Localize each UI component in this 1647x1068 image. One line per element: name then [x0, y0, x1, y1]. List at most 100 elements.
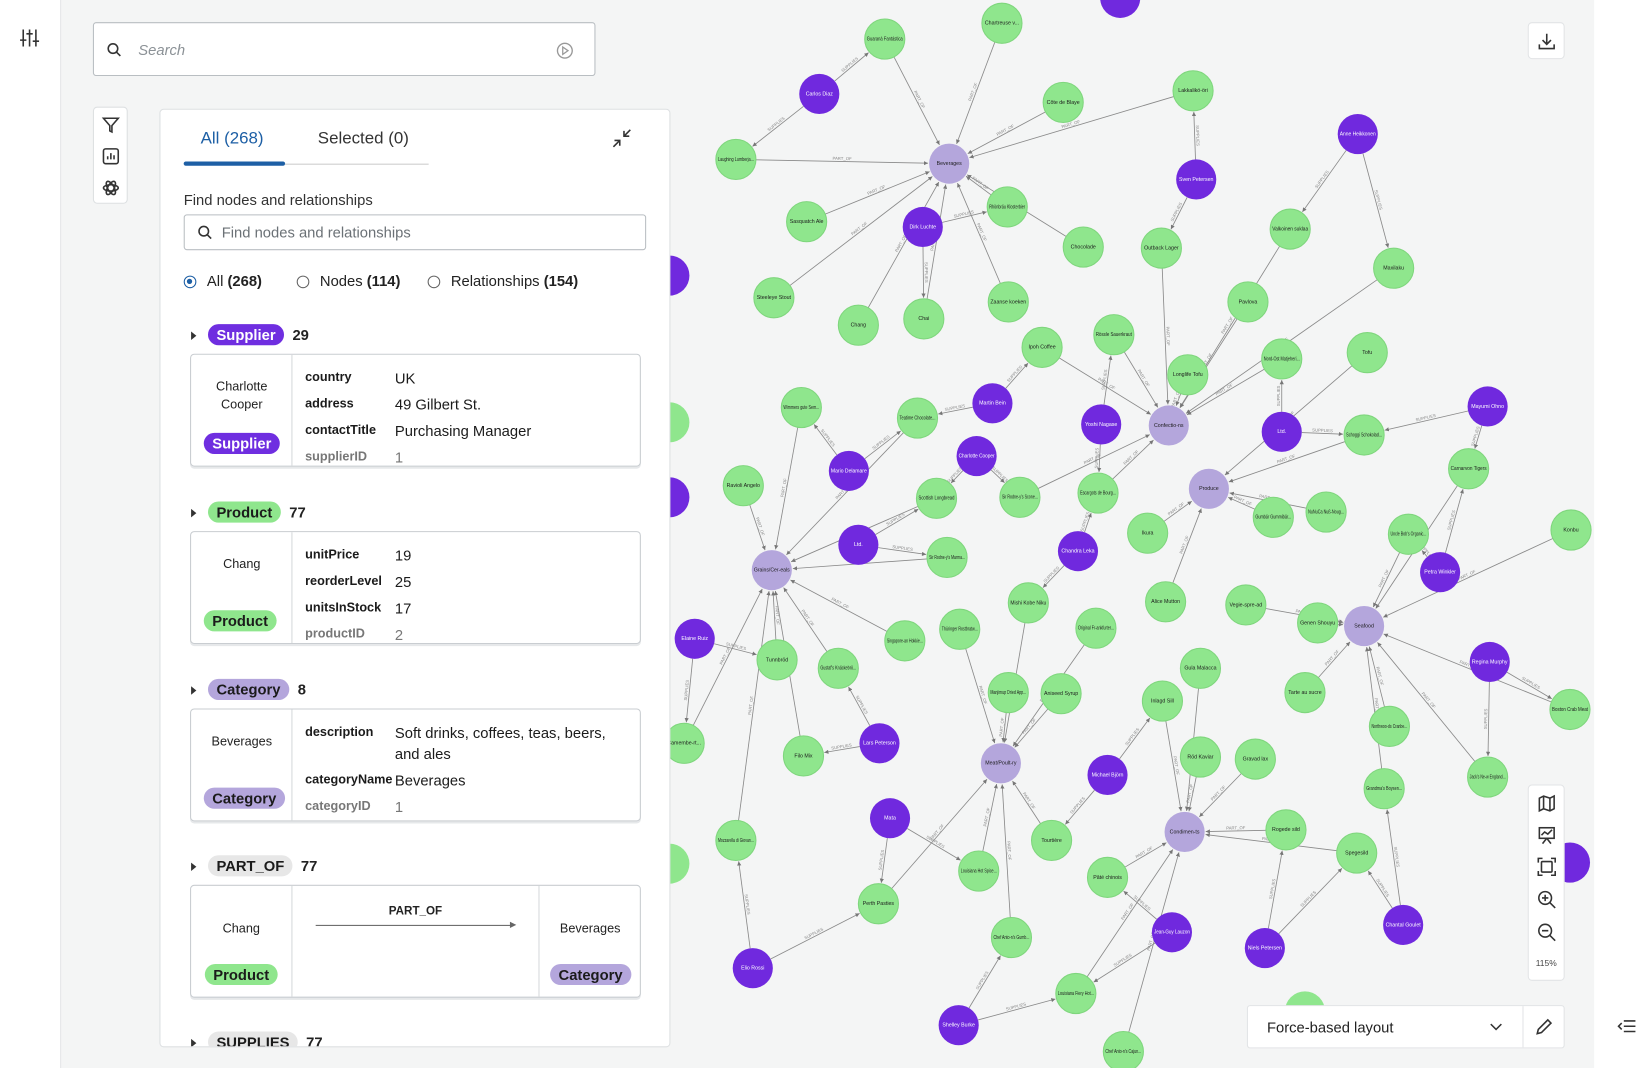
- graph-node: [1305, 491, 1347, 533]
- node-label: Nord-Ost Matjeheri...: [1264, 356, 1300, 362]
- node-label: Condimen-ts: [1170, 829, 1200, 835]
- expand-toggle[interactable]: [190, 685, 198, 696]
- graph-node: [1151, 912, 1192, 953]
- graph-node: [1172, 70, 1214, 112]
- node-label: Gula Malacca: [1184, 666, 1216, 672]
- download-button[interactable]: [1527, 22, 1565, 60]
- result-card[interactable]: Chang Product PART_OF Beverages Category: [190, 884, 641, 998]
- node-label: Laughing Lumberja...: [718, 157, 754, 163]
- relationship: [737, 861, 751, 949]
- graph-node: [1265, 809, 1307, 851]
- relationship: [1301, 431, 1344, 437]
- tab-all[interactable]: All (268): [200, 129, 264, 148]
- graph-node: [857, 883, 900, 925]
- graph-node: [756, 639, 798, 681]
- relationship-label: PART_OF: [774, 606, 780, 626]
- graph-node: [859, 723, 900, 764]
- graph-node: [980, 743, 1021, 784]
- relationship: [1506, 671, 1553, 700]
- expand-icon[interactable]: [1617, 1018, 1636, 1035]
- fit-icon[interactable]: [1537, 857, 1556, 877]
- zoom-out-icon[interactable]: [1537, 923, 1556, 942]
- map-icon[interactable]: [1537, 794, 1556, 813]
- zoom-toolbar: 115%: [1527, 784, 1565, 981]
- filter-icon[interactable]: [101, 115, 120, 134]
- relationship-label: SUPPLIES: [1373, 189, 1383, 210]
- relationship-label: SUPPLIES: [1195, 125, 1201, 146]
- divider: [1522, 1006, 1524, 1048]
- relationship: [790, 579, 888, 632]
- node-label: Anne Heikkonen: [1340, 131, 1376, 137]
- search-bar[interactable]: Search: [92, 22, 596, 77]
- graph-node: [1040, 673, 1082, 715]
- node-label: Maxilaku: [1383, 266, 1404, 272]
- prop-key: country: [305, 369, 352, 385]
- card-divider: [291, 885, 293, 997]
- relationship: [774, 427, 799, 550]
- node-label: Escargots de Bourg...: [1080, 490, 1116, 496]
- collapse-icon[interactable]: [611, 128, 632, 149]
- expand-toggle[interactable]: [190, 508, 198, 519]
- expand-toggle[interactable]: [190, 330, 198, 341]
- node-label: Ikura: [1142, 531, 1154, 537]
- relationship-label: SUPPLIES: [1470, 425, 1481, 446]
- radio-option[interactable]: All (268): [183, 272, 262, 291]
- relationship-label: PART_OF: [1061, 119, 1081, 129]
- section-count: 77: [300, 857, 318, 875]
- edit-icon[interactable]: [1534, 1018, 1553, 1037]
- relationship: [1302, 150, 1347, 213]
- relationship: [1421, 550, 1428, 558]
- relationship: [1086, 849, 1174, 978]
- node-label: Grains/Cer-eals: [754, 568, 790, 574]
- graph-node: [956, 436, 997, 477]
- card-divider: [538, 885, 540, 997]
- graph-node: [1244, 928, 1285, 969]
- relationship-label: PART_OF: [866, 184, 886, 196]
- radio-button: [427, 275, 441, 289]
- expand-toggle[interactable]: [190, 862, 198, 873]
- node-label: Niels Petersen: [1248, 945, 1282, 951]
- graph-node: [1057, 531, 1099, 572]
- result-card[interactable]: Chang Product unitPrice 19 reorderLevel 25 uni…: [190, 531, 641, 645]
- radio-option[interactable]: Nodes (114): [296, 272, 400, 291]
- expand-toggle[interactable]: [190, 1038, 198, 1048]
- node-label: Charlotte Cooper: [959, 453, 995, 459]
- prop-value: Purchasing Manager: [394, 422, 532, 440]
- relationship: [1093, 942, 1156, 983]
- relationship: [1161, 268, 1170, 405]
- relationship: [864, 430, 902, 459]
- card-badge: Category: [203, 787, 285, 809]
- relationship-label: PART_OF: [967, 82, 979, 102]
- node-label: Inlagd Sill: [1151, 698, 1174, 704]
- find-input[interactable]: Find nodes and relationships: [183, 214, 647, 251]
- card-badge: Supplier: [203, 432, 280, 454]
- layout-select[interactable]: Force-based layout: [1246, 1005, 1565, 1049]
- relationship-label: SUPPLIES: [877, 849, 885, 870]
- graph-node: [1179, 647, 1222, 689]
- chart-icon[interactable]: [101, 147, 120, 166]
- section-badge: PART_OF: [207, 855, 293, 877]
- relationship: [1001, 712, 1007, 743]
- presentation-icon[interactable]: [1537, 826, 1556, 845]
- graph-node: [1145, 581, 1187, 623]
- node-label: Northwoo-ds Cranbe...: [1371, 724, 1407, 730]
- settings-icon[interactable]: [19, 27, 40, 48]
- relationship: [938, 406, 973, 416]
- graph-node: [782, 735, 825, 777]
- result-card[interactable]: Beverages Category description Soft drinks,…: [190, 708, 641, 822]
- radio-option[interactable]: Relationships (154): [427, 272, 578, 291]
- zoom-in-icon[interactable]: [1537, 890, 1556, 909]
- rel-arrow-head: [509, 921, 517, 929]
- node-label: Michael Björn: [1092, 772, 1124, 778]
- graph-icon[interactable]: [101, 178, 120, 197]
- result-card[interactable]: Charlotte Cooper Supplier country UK address…: [190, 353, 641, 467]
- relationship: [965, 175, 992, 196]
- relationship: [1165, 720, 1183, 812]
- node-label: Lars Peterson: [863, 741, 896, 747]
- graph-node: [786, 201, 828, 243]
- tab-selected[interactable]: Selected (0): [317, 129, 409, 148]
- relationship-label: PART_OF: [832, 156, 852, 161]
- node-label: Louisiana Hot Spice...: [961, 868, 997, 874]
- run-icon[interactable]: [555, 41, 574, 60]
- node-label: Chef Anto-n's Cajun...: [1105, 1049, 1141, 1055]
